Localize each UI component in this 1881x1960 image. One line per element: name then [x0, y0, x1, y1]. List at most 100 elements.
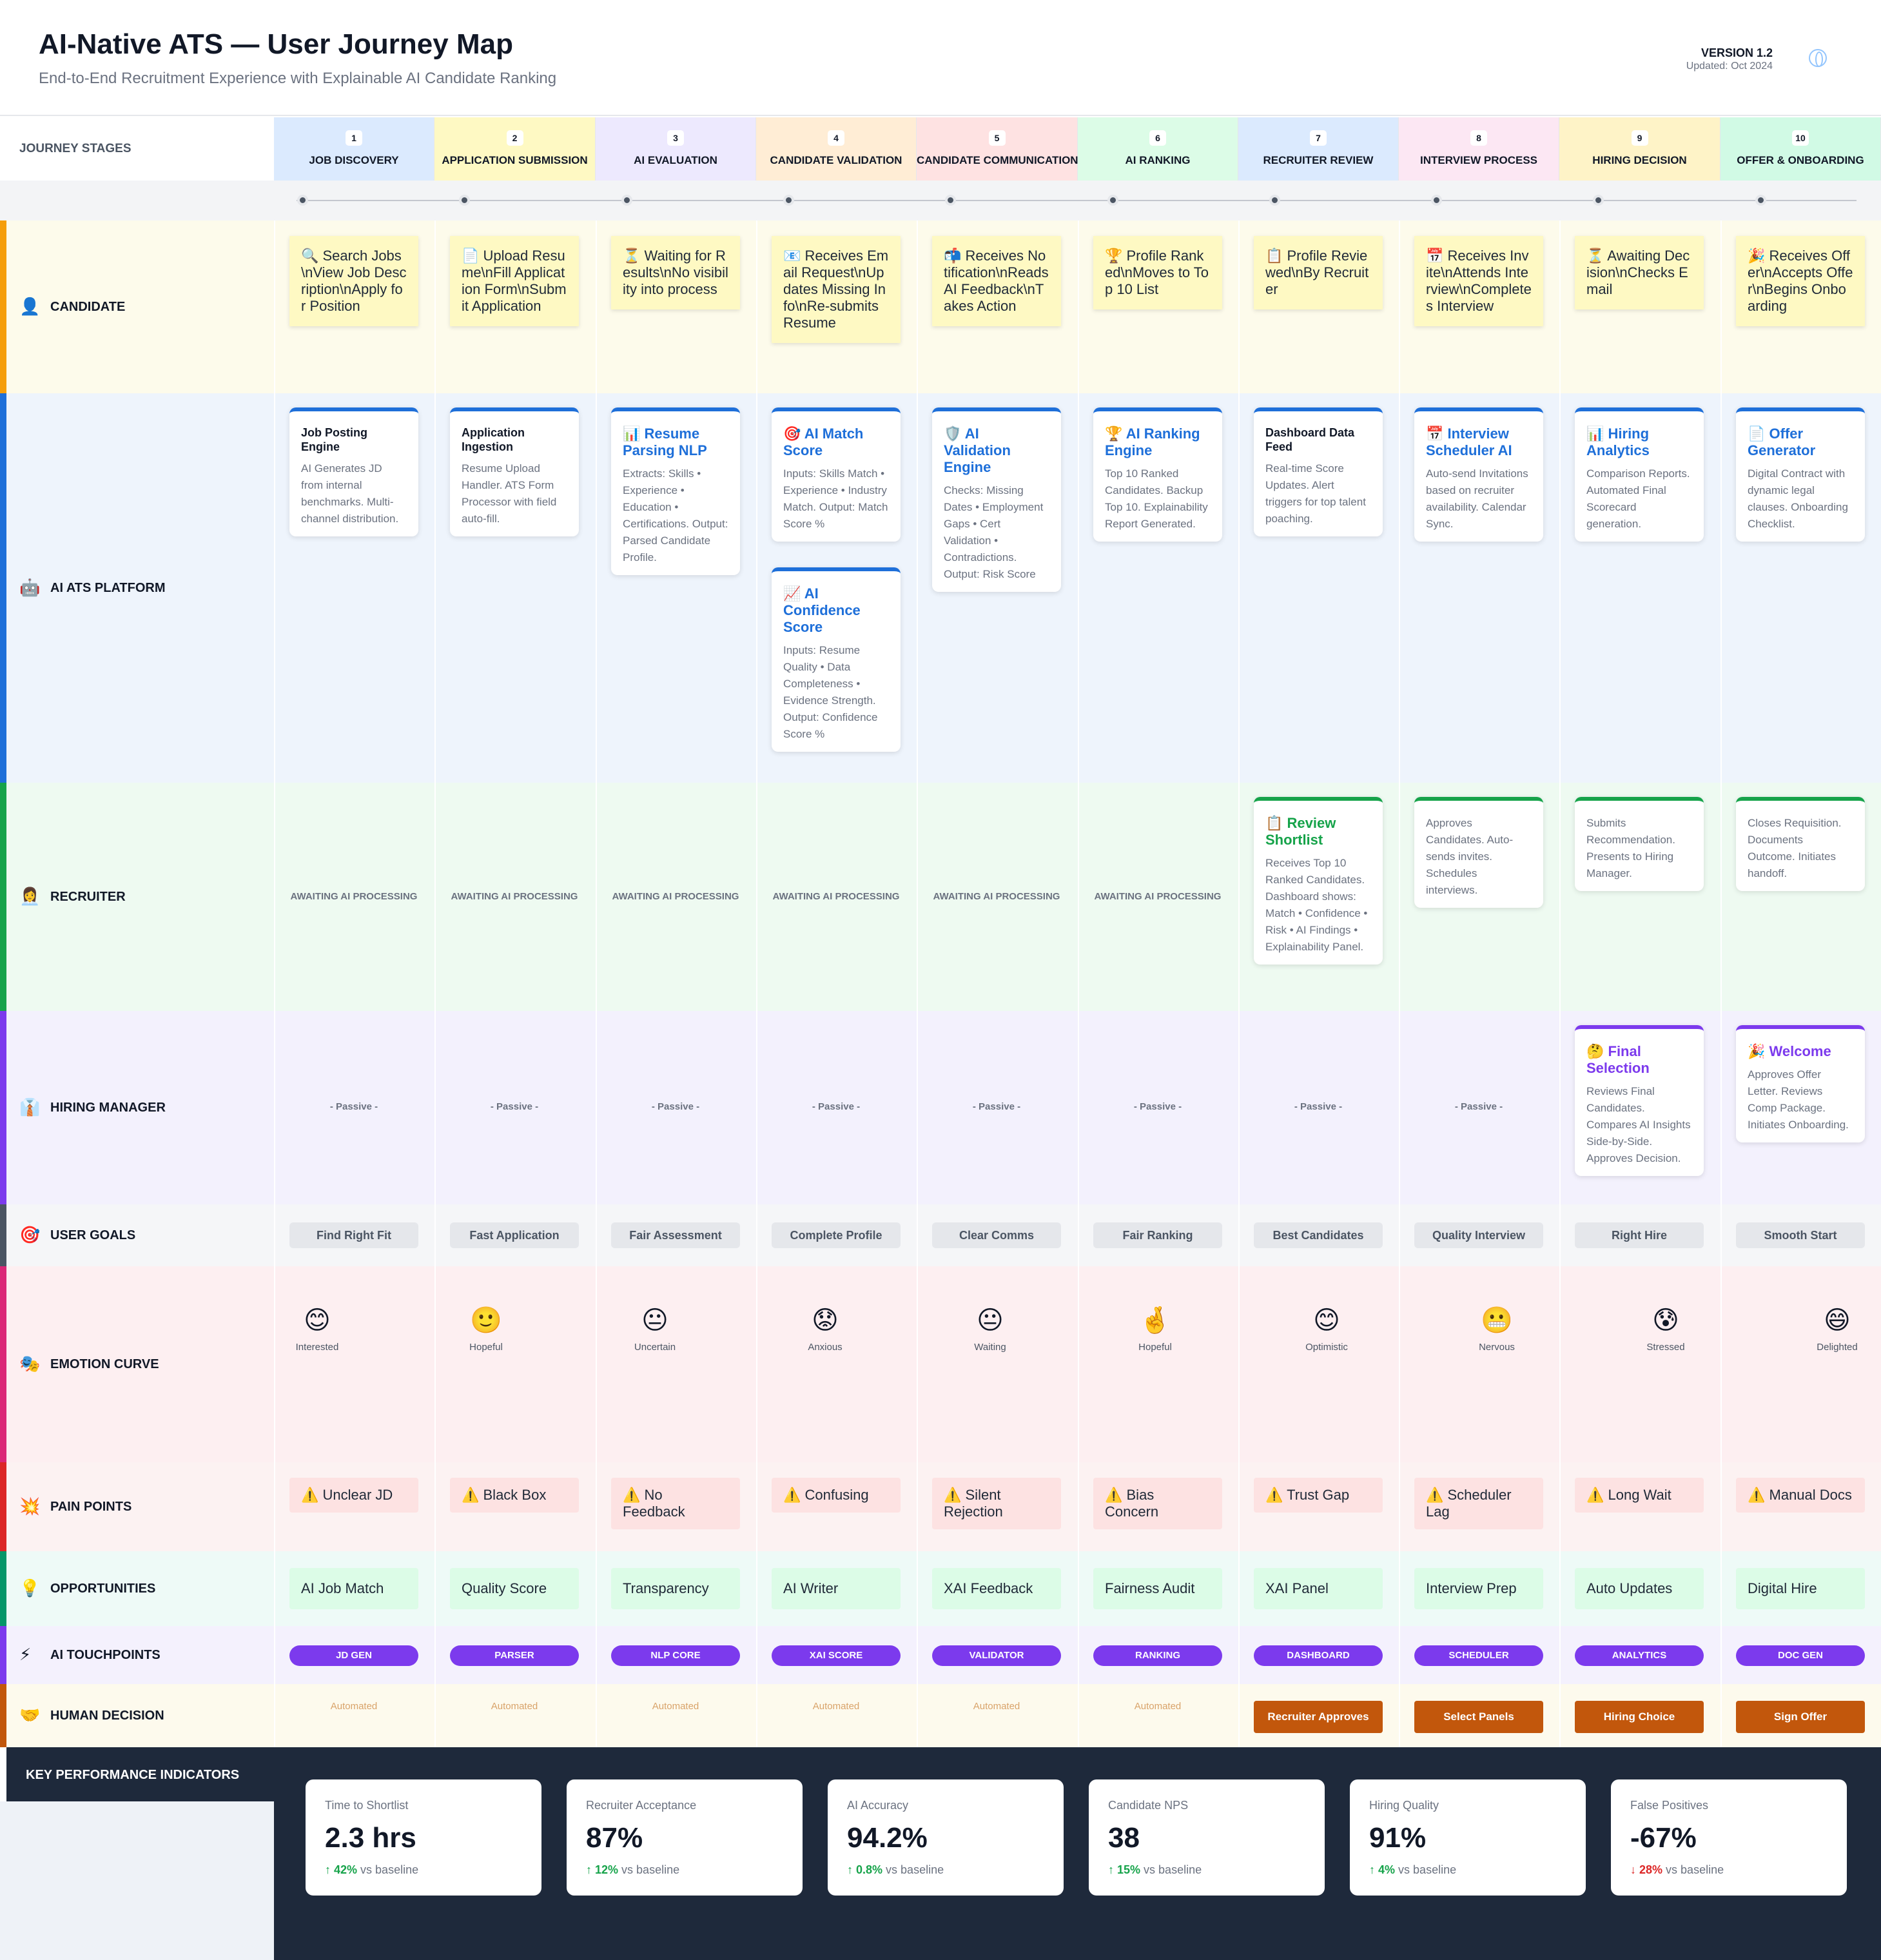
- platform-card[interactable]: 🛡️ AI Validation Engine Checks: Missing D…: [932, 407, 1061, 592]
- lane-column-divider: [274, 220, 275, 393]
- kpi-card[interactable]: False Positives -67% ↓ 28% vs baseline: [1611, 1779, 1847, 1896]
- recruiter-card[interactable]: 📋 Review Shortlist Receives Top 10 Ranked…: [1254, 797, 1383, 965]
- platform-card[interactable]: 📅 Interview Scheduler AI Auto-send Invita…: [1414, 407, 1543, 542]
- platform-card[interactable]: Dashboard Data Feed Real-time Score Updat…: [1254, 407, 1383, 536]
- stage-dot[interactable]: [783, 195, 794, 206]
- candidate-sticky-note[interactable]: ⏳ Waiting for Results\nNo visibility int…: [611, 236, 740, 309]
- stage-header-1[interactable]: 1 JOB DISCOVERY: [274, 117, 434, 181]
- stage-dot[interactable]: [1107, 195, 1118, 206]
- ai-touchpoint-pill[interactable]: DOC GEN: [1736, 1645, 1865, 1666]
- lane-column-divider: [1078, 1462, 1079, 1551]
- stage-dot[interactable]: [297, 195, 308, 206]
- kpi-value: 94.2%: [847, 1822, 928, 1854]
- emotion-face-icon: 😰: [1652, 1306, 1679, 1335]
- lane-column-divider: [1399, 1011, 1400, 1204]
- kpi-value: -67%: [1630, 1822, 1697, 1854]
- candidate-sticky-note[interactable]: 🏆 Profile Ranked\nMoves to Top 10 List: [1093, 236, 1222, 309]
- lane-column-divider: [1399, 1684, 1400, 1747]
- ai-touchpoint-pill[interactable]: SCHEDULER: [1414, 1645, 1543, 1666]
- lane-column-divider: [1399, 1551, 1400, 1626]
- lane-column-divider: [1399, 783, 1400, 1011]
- stage-header-2[interactable]: 2 APPLICATION SUBMISSION: [434, 117, 596, 181]
- lane-emotion: 🎭 EMOTION CURVE: [0, 1266, 1881, 1462]
- user-goal-chip: Quality Interview: [1414, 1222, 1543, 1248]
- platform-card[interactable]: 🏆 AI Ranking Engine Top 10 Ranked Candida…: [1093, 407, 1222, 542]
- ai-touchpoint-pill[interactable]: JD GEN: [289, 1645, 418, 1666]
- stage-dot[interactable]: [1269, 195, 1280, 206]
- candidate-sticky-note[interactable]: 📧 Receives Email Request\nUpdates Missin…: [772, 236, 901, 343]
- kpi-left-spacer: [0, 1801, 274, 1960]
- stage-dot[interactable]: [1431, 195, 1442, 206]
- stage-number: 10: [1792, 130, 1809, 146]
- platform-card[interactable]: 📊 Hiring Analytics Comparison Reports. Au…: [1575, 407, 1704, 542]
- platform-card[interactable]: Application Ingestion Resume Upload Handl…: [450, 407, 579, 536]
- kpi-card[interactable]: Candidate NPS 38 ↑ 15% vs baseline: [1089, 1779, 1325, 1896]
- platform-card[interactable]: 📊 Resume Parsing NLP Extracts: Skills • E…: [611, 407, 740, 575]
- globe-icon[interactable]: [1809, 49, 1827, 67]
- human-decision-button[interactable]: Sign Offer: [1736, 1701, 1865, 1733]
- stage-header-4[interactable]: 4 CANDIDATE VALIDATION: [756, 117, 917, 181]
- ai-touchpoint-pill[interactable]: ANALYTICS: [1575, 1645, 1704, 1666]
- candidate-sticky-note[interactable]: 📄 Upload Resume\nFill Application Form\n…: [450, 236, 579, 326]
- lane-column-divider: [1559, 1551, 1561, 1626]
- platform-card[interactable]: 📄 Offer Generator Digital Contract with d…: [1736, 407, 1865, 542]
- emotion-face-icon: 😬: [1481, 1306, 1513, 1335]
- user-goal-chip: Best Candidates: [1254, 1222, 1383, 1248]
- stage-dot[interactable]: [1755, 195, 1766, 206]
- kpi-card[interactable]: Hiring Quality 91% ↑ 4% vs baseline: [1350, 1779, 1586, 1896]
- ai-touchpoint-pill[interactable]: DASHBOARD: [1254, 1645, 1383, 1666]
- lane-column-divider: [434, 1204, 436, 1266]
- passive-label: - Passive -: [1133, 1101, 1182, 1112]
- lane-column-divider: [1720, 393, 1722, 783]
- recruiter-card[interactable]: Submits Recommendation. Presents to Hiri…: [1575, 797, 1704, 891]
- lane-column-divider: [1238, 1204, 1240, 1266]
- platform-card[interactable]: Job Posting Engine AI Generates JD from i…: [289, 407, 418, 536]
- candidate-sticky-note[interactable]: ⏳ Awaiting Decision\nChecks Email: [1575, 236, 1704, 309]
- stage-header-6[interactable]: 6 AI RANKING: [1078, 117, 1238, 181]
- human-decision-button[interactable]: Select Panels: [1414, 1701, 1543, 1733]
- human-decision-button[interactable]: Hiring Choice: [1575, 1701, 1704, 1733]
- human-decision-button[interactable]: Recruiter Approves: [1254, 1701, 1383, 1733]
- hiring-manager-card[interactable]: 🎉 Welcome Approves Offer Letter. Reviews …: [1736, 1025, 1865, 1142]
- candidate-sticky-note[interactable]: 🎉 Receives Offer\nAccepts Offer\nBegins …: [1736, 236, 1865, 326]
- kpi-label: False Positives: [1630, 1799, 1709, 1812]
- lane-column-divider: [596, 1266, 597, 1462]
- stage-name: JOB DISCOVERY: [309, 154, 399, 166]
- recruiter-card[interactable]: Closes Requisition. Documents Outcome. I…: [1736, 797, 1865, 891]
- stage-header-3[interactable]: 3 AI EVALUATION: [596, 117, 756, 181]
- stage-dot[interactable]: [945, 195, 956, 206]
- candidate-sticky-note[interactable]: 📬 Receives Notification\nReads AI Feedba…: [932, 236, 1061, 326]
- stage-dot[interactable]: [459, 195, 470, 206]
- platform-card[interactable]: 🎯 AI Match Score Inputs: Skills Match • E…: [772, 407, 901, 542]
- emotion-label: Stressed: [1646, 1342, 1685, 1353]
- pain-point-chip: ⚠️ Unclear JD: [289, 1478, 418, 1513]
- ai-touchpoint-pill[interactable]: XAI SCORE: [772, 1645, 901, 1666]
- kpi-card[interactable]: AI Accuracy 94.2% ↑ 0.8% vs baseline: [828, 1779, 1064, 1896]
- stage-header-10[interactable]: 10 OFFER & ONBOARDING: [1720, 117, 1881, 181]
- kpi-label: AI Accuracy: [847, 1799, 909, 1812]
- stage-dot[interactable]: [621, 195, 632, 206]
- ai-touchpoint-pill[interactable]: PARSER: [450, 1645, 579, 1666]
- kpi-card[interactable]: Time to Shortlist 2.3 hrs ↑ 42% vs baselin…: [306, 1779, 541, 1896]
- hiring-manager-card[interactable]: 🤔 Final Selection Reviews Final Candidate…: [1575, 1025, 1704, 1176]
- recruiter-card[interactable]: Approves Candidates. Auto-sends invites.…: [1414, 797, 1543, 908]
- candidate-sticky-note[interactable]: 📋 Profile Reviewed\nBy Recruiter: [1254, 236, 1383, 309]
- stage-header-5[interactable]: 5 CANDIDATE COMMUNICATION: [917, 117, 1078, 181]
- card-title: 📊 Hiring Analytics: [1586, 426, 1650, 458]
- ai-touchpoint-pill[interactable]: VALIDATOR: [932, 1645, 1061, 1666]
- ai-touchpoint-pill[interactable]: RANKING: [1093, 1645, 1222, 1666]
- lane-accent-bar: [0, 783, 6, 1011]
- ai-touchpoint-pill[interactable]: NLP CORE: [611, 1645, 740, 1666]
- awaiting-ai-processing-label: AWAITING AI PROCESSING: [772, 891, 900, 902]
- candidate-sticky-note[interactable]: 📅 Receives Invite\nAttends Interview\nCo…: [1414, 236, 1543, 326]
- stage-header-7[interactable]: 7 RECRUITER REVIEW: [1238, 117, 1399, 181]
- lane-column-divider: [1559, 1684, 1561, 1747]
- stage-dot[interactable]: [1593, 195, 1604, 206]
- lane-column-divider: [596, 1551, 597, 1626]
- stage-header-8[interactable]: 8 INTERVIEW PROCESS: [1399, 117, 1559, 181]
- candidate-sticky-note[interactable]: 🔍 Search Jobs\nView Job Description\nApp…: [289, 236, 418, 326]
- platform-card[interactable]: 📈 AI Confidence Score Inputs: Resume Qual…: [772, 567, 901, 752]
- kpi-label: Hiring Quality: [1369, 1799, 1439, 1812]
- stage-header-9[interactable]: 9 HIRING DECISION: [1559, 117, 1720, 181]
- kpi-card[interactable]: Recruiter Acceptance 87% ↑ 12% vs baseline: [567, 1779, 803, 1896]
